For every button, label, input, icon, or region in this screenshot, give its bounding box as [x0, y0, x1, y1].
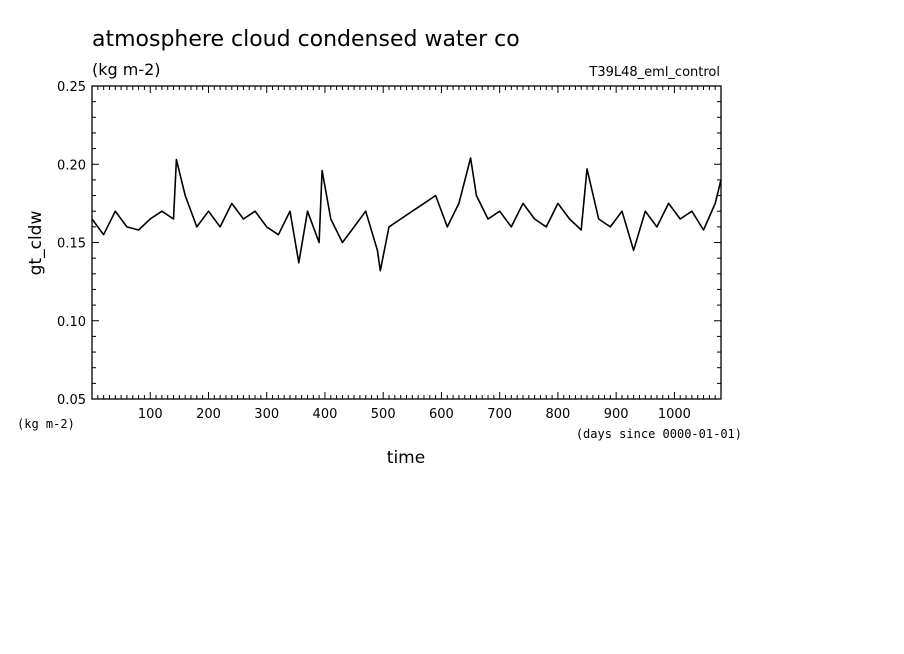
- x-tick-label: 400: [313, 407, 338, 422]
- series-group: [91, 157, 722, 272]
- x-axis: 100 200 300 400 500 600 700 800 900 1000: [97, 86, 716, 422]
- x-tick-label: 300: [254, 407, 279, 422]
- y-tick-label: 0.10: [57, 315, 86, 330]
- x-tick-label: 100: [138, 407, 163, 422]
- y-tick-label: 0.20: [57, 158, 86, 173]
- x-tick-label: 800: [546, 407, 571, 422]
- x-tick-label: 1000: [658, 407, 691, 422]
- y-axis-label: gt_cldw: [26, 211, 46, 276]
- x-tick-label: 200: [196, 407, 221, 422]
- x-tick-label: 900: [604, 407, 629, 422]
- x-tick-label: 700: [487, 407, 512, 422]
- series-line: [91, 157, 722, 272]
- experiment-label: T39L48_eml_control: [588, 65, 720, 80]
- y-tick-label: 0.05: [57, 393, 86, 408]
- y-axis: 0.05 0.10 0.15 0.20 0.25: [57, 80, 721, 408]
- y-tick-label: 0.15: [57, 237, 86, 252]
- x-tick-label: 500: [371, 407, 396, 422]
- plot-frame: [91, 85, 722, 400]
- x-tick-label: 600: [429, 407, 454, 422]
- chart-units-label: (kg m-2): [92, 60, 161, 79]
- chart-title: atmosphere cloud condensed water co: [92, 27, 520, 52]
- x-axis-units: (days since 0000-01-01): [576, 427, 742, 441]
- x-axis-label: time: [387, 448, 425, 468]
- y-axis-units: (kg m-2): [17, 417, 75, 431]
- y-tick-label: 0.25: [57, 80, 86, 95]
